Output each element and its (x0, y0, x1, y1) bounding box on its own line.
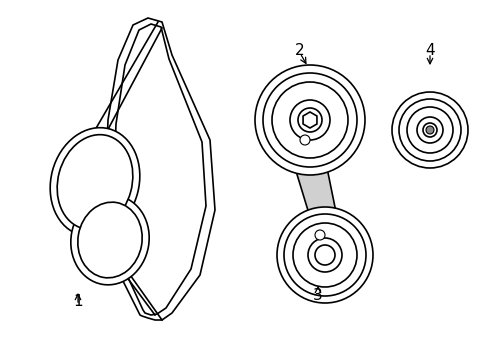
Circle shape (425, 126, 433, 134)
Circle shape (422, 123, 436, 137)
Circle shape (271, 82, 347, 158)
Circle shape (314, 245, 334, 265)
Circle shape (416, 117, 442, 143)
Ellipse shape (71, 195, 149, 285)
Circle shape (297, 108, 321, 132)
Circle shape (398, 99, 460, 161)
Polygon shape (113, 24, 205, 315)
Circle shape (314, 230, 325, 240)
Circle shape (263, 73, 356, 167)
Polygon shape (303, 112, 316, 128)
Circle shape (391, 92, 467, 168)
Circle shape (307, 238, 341, 272)
Polygon shape (291, 158, 336, 217)
Text: 3: 3 (312, 288, 322, 302)
Ellipse shape (50, 128, 140, 236)
Circle shape (406, 107, 452, 153)
Text: 4: 4 (425, 42, 434, 58)
Circle shape (299, 135, 309, 145)
Ellipse shape (57, 135, 133, 229)
Ellipse shape (78, 202, 142, 278)
Circle shape (276, 207, 372, 303)
Circle shape (292, 223, 356, 287)
Circle shape (254, 65, 364, 175)
Polygon shape (105, 18, 215, 320)
Text: 2: 2 (295, 42, 304, 58)
Circle shape (289, 100, 329, 140)
Circle shape (284, 214, 365, 296)
Text: 1: 1 (73, 294, 82, 310)
